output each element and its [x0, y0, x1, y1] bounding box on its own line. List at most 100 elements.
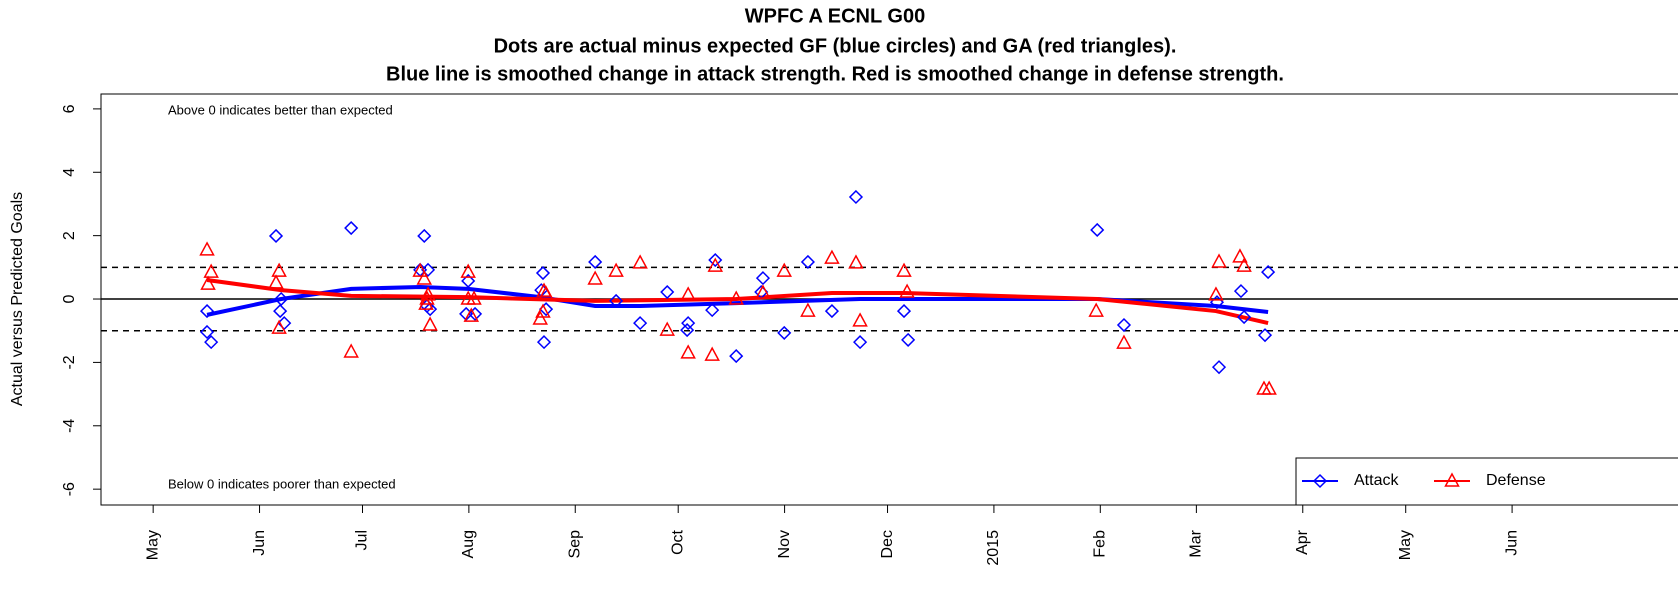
attack-point: [901, 332, 916, 347]
defense-point: [899, 283, 915, 298]
attack-point: [417, 228, 432, 244]
y-tick-label: 6: [61, 104, 78, 113]
y-tick-label: 4: [61, 168, 78, 177]
attack-point: [535, 265, 551, 281]
legend-label: Defense: [1486, 472, 1546, 489]
defense-point: [680, 344, 696, 359]
attack-point: [1211, 360, 1227, 375]
attack-point: [708, 252, 723, 268]
attack-point: [660, 284, 675, 300]
attack-point: [729, 349, 744, 364]
attack-point: [680, 323, 695, 338]
attack-point: [1090, 222, 1105, 238]
attack-point: [1237, 310, 1252, 325]
defense-point: [466, 290, 482, 305]
defense-point: [535, 303, 551, 318]
defense-point: [755, 284, 771, 299]
x-tick-label: Feb: [1092, 530, 1109, 558]
attack-point: [1116, 317, 1132, 333]
attack-point: [268, 228, 284, 244]
defense-point: [1211, 253, 1227, 268]
attack-point: [705, 303, 720, 318]
attack-point: [199, 324, 215, 340]
attack-point: [467, 306, 483, 321]
x-tick-label: Jun: [251, 530, 268, 556]
attack-point: [588, 254, 603, 270]
defense-point: [587, 270, 603, 285]
defense-point: [412, 262, 428, 277]
defense-point: [199, 241, 215, 256]
defense-point: [422, 316, 438, 331]
x-tick-label: Oct: [669, 529, 686, 554]
x-tick-label: Apr: [1294, 529, 1311, 555]
attack-point: [423, 302, 438, 317]
defense-point: [200, 275, 216, 290]
y-axis-label: Actual versus Predicted Goals: [9, 192, 26, 406]
attack-point: [204, 335, 219, 350]
attack-point: [609, 293, 624, 308]
x-tick-label: May: [1397, 530, 1414, 560]
y-tick-label: -4: [61, 419, 78, 433]
x-tick-label: 2015: [985, 530, 1002, 566]
defense-point: [848, 254, 864, 269]
attack-point: [1312, 473, 1328, 489]
defense-point: [268, 274, 284, 289]
y-tick-label: 2: [61, 231, 78, 240]
x-tick-label: Aug: [460, 530, 477, 558]
defense-point: [632, 254, 648, 269]
defense-point: [538, 285, 554, 300]
x-tick-label: Dec: [879, 530, 896, 558]
attack-point: [1233, 284, 1249, 299]
defense-point: [704, 346, 720, 361]
defense-point: [463, 307, 480, 322]
defense-point: [203, 263, 219, 278]
defense-point: [608, 262, 624, 277]
attack-point: [777, 325, 792, 340]
y-tick-label: 0: [61, 294, 78, 303]
x-tick-label: Jul: [354, 530, 371, 550]
defense-point: [1208, 286, 1224, 301]
defense-point: [532, 310, 549, 325]
defense-point: [343, 343, 359, 358]
x-tick-label: May: [144, 530, 161, 560]
attack-point: [755, 271, 771, 286]
attack-point: [853, 335, 868, 350]
attack-point: [896, 304, 912, 319]
attack-point: [824, 304, 840, 319]
attack-point: [461, 273, 476, 289]
x-tick-label: Mar: [1188, 529, 1205, 557]
attack-point: [848, 189, 864, 205]
annotation: Above 0 indicates better than expected: [168, 102, 393, 117]
defense-point: [271, 262, 287, 277]
defense-point: [1116, 334, 1132, 349]
x-tick-label: Jun: [1503, 530, 1520, 556]
attack-point: [633, 316, 648, 331]
defense-point: [896, 262, 912, 277]
legend-label: Attack: [1354, 472, 1399, 489]
smooth-line: [206, 278, 1269, 326]
attack-point: [420, 262, 436, 277]
x-tick-label: Nov: [776, 530, 793, 558]
defense-point: [824, 249, 840, 264]
attack-point: [800, 254, 815, 270]
defense-point: [776, 262, 792, 277]
chart-subtitle: Blue line is smoothed change in attack s…: [386, 63, 1284, 85]
attack-point: [1261, 265, 1276, 280]
defense-point: [271, 319, 287, 334]
defense-point: [416, 270, 433, 285]
attack-point: [344, 220, 359, 236]
x-tick-label: Sep: [566, 530, 583, 559]
defense-point: [707, 257, 724, 272]
defense-point: [1232, 248, 1248, 263]
defense-point: [418, 295, 434, 310]
defense-point: [1088, 302, 1104, 317]
y-tick-label: -6: [61, 482, 78, 496]
attack-point: [273, 304, 288, 319]
defense-point: [419, 290, 435, 305]
defense-point: [460, 263, 476, 278]
defense-point: [659, 321, 675, 336]
annotation: Below 0 indicates poorer than expected: [168, 476, 396, 491]
chart-subtitle: Dots are actual minus expected GF (blue …: [494, 35, 1177, 57]
y-tick-label: -2: [61, 355, 78, 369]
